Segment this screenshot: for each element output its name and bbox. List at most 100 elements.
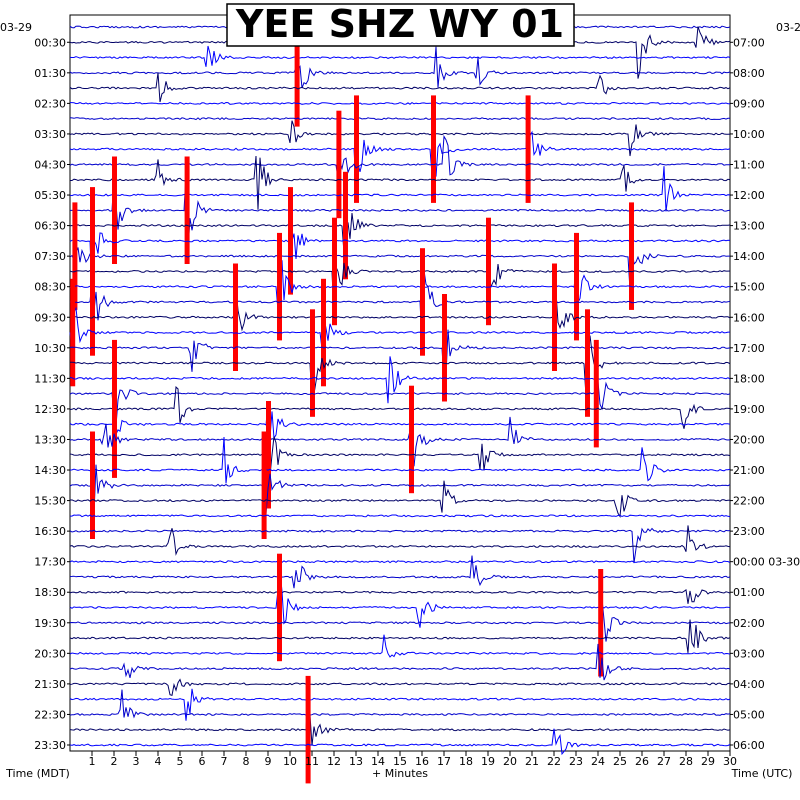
left-tick-label: 06:30: [34, 220, 66, 233]
seismic-trace: [69, 232, 731, 291]
clipped-amplitude-mark: [266, 401, 271, 509]
x-tick-label: 7: [221, 755, 228, 768]
left-tick-label: 09:30: [34, 311, 66, 324]
x-tick-label: 21: [525, 755, 539, 768]
right-tick-label: 08:00: [733, 67, 765, 80]
x-tick-label: 8: [243, 755, 250, 768]
seismic-trace: [69, 381, 731, 426]
clipped-amplitude-mark: [420, 248, 425, 356]
clipped-amplitude-mark: [525, 95, 531, 203]
x-tick-label: 9: [265, 755, 272, 768]
clipped-amplitude-mark: [277, 232, 282, 341]
seismic-trace: [69, 212, 731, 253]
x-tick-label: 30: [723, 755, 737, 768]
clipped-amplitude-mark: [598, 569, 604, 677]
right-tick-label: 22:00: [733, 495, 765, 508]
left-tick-label: 16:30: [34, 525, 66, 538]
seismic-trace: [69, 634, 731, 658]
clipped-amplitude-mark: [90, 248, 95, 356]
left-tick-label: 04:30: [34, 158, 66, 171]
y-tick-layer: 00:30 01:30 02:30 03:30 04:30 05:30 06:30 07:30…: [34, 36, 800, 752]
left-tick-label: 01:30: [34, 67, 66, 80]
clipped-amplitude-mark: [354, 95, 359, 203]
seismic-trace: [69, 262, 731, 319]
seismic-trace: [69, 134, 730, 178]
clipped-amplitude-mark: [486, 217, 491, 326]
right-tick-label: 21:00: [733, 464, 765, 477]
seismic-trace: [69, 693, 731, 746]
left-axis-label: Time (MDT): [5, 767, 70, 780]
clipped-amplitude-mark: [112, 156, 117, 264]
seismic-trace: [70, 155, 731, 210]
left-tick-label: 15:30: [34, 495, 66, 508]
seismic-trace: [69, 72, 731, 103]
clipped-amplitude-mark: [72, 202, 78, 310]
seismic-trace: [69, 464, 731, 515]
seismic-trace: [69, 525, 731, 556]
left-tick-label: 20:30: [34, 647, 66, 660]
seismic-trace: [69, 104, 731, 188]
left-tick-label: 17:30: [34, 556, 66, 569]
left-tick-label: 07:30: [34, 250, 66, 263]
right-tick-label: 18:00: [733, 372, 765, 385]
seismic-trace: [69, 527, 731, 564]
clipped-amplitude-mark: [336, 110, 342, 219]
x-tick-label: 12: [327, 755, 341, 768]
right-tick-label: 23:00: [733, 525, 765, 538]
trace-layer: [69, 19, 731, 784]
clipped-amplitude-mark: [90, 431, 95, 539]
left-tick-label: 08:30: [34, 281, 66, 294]
x-tick-label: 27: [657, 755, 671, 768]
x-tick-label: 23: [569, 755, 583, 768]
seismic-trace: [69, 555, 731, 589]
left-tick-label: 05:30: [34, 189, 66, 202]
x-tick-layer: 1 2 3 4 5 6 7 8 9 10 11 12 13 14 15 16 17 18 19 20 21 22 23 24 2…: [89, 751, 737, 768]
clipped-amplitude-mark: [585, 309, 590, 417]
clipped-amplitude-mark: [305, 675, 311, 784]
clipped-amplitude-mark: [233, 263, 238, 371]
x-tick-label: 6: [199, 755, 206, 768]
seismic-trace: [69, 46, 731, 89]
left-tick-label: 00:30: [34, 36, 66, 49]
clipped-amplitude-mark: [442, 294, 447, 402]
clipped-amplitude-mark: [431, 95, 436, 203]
right-tick-label: 10:00: [733, 128, 765, 141]
x-tick-label: 5: [177, 755, 184, 768]
seismic-trace: [69, 560, 731, 564]
chart-title: YEE SHZ WY 01: [235, 2, 564, 46]
left-tick-label: 12:30: [34, 403, 66, 416]
seismic-trace: [69, 436, 731, 476]
left-tick-label: 19:30: [34, 617, 66, 630]
seismic-trace: [70, 101, 731, 105]
right-tick-label: 05:00: [733, 708, 765, 721]
left-tick-label: 14:30: [34, 464, 66, 477]
x-tick-label: 15: [393, 755, 407, 768]
seismic-trace: [69, 335, 731, 402]
seismic-trace: [69, 166, 731, 212]
seismic-trace: [69, 589, 731, 604]
seismic-trace: [69, 329, 731, 383]
seismic-trace: [69, 45, 731, 67]
x-tick-label: 1: [89, 755, 96, 768]
right-tick-label: 09:00: [733, 97, 765, 110]
seismic-trace: [70, 174, 731, 250]
x-tick-label: 10: [283, 755, 297, 768]
right-tick-label: 07:00: [733, 36, 765, 49]
x-tick-label: 18: [459, 755, 473, 768]
title-box: [226, 3, 575, 47]
x-tick-label: 25: [613, 755, 627, 768]
right-tick-label: 20:00: [733, 433, 765, 446]
clipped-amplitude-mark: [574, 232, 579, 341]
seismic-trace: [69, 436, 731, 484]
clipped-amplitude-mark: [409, 385, 414, 494]
x-tick-label: 11: [305, 755, 319, 768]
right-tick-label: 15:00: [733, 281, 765, 294]
right-tick-label: 06:00: [733, 739, 765, 752]
left-tick-label: 18:30: [34, 586, 66, 599]
seismic-trace: [69, 306, 730, 350]
seismic-trace: [69, 599, 731, 642]
seismic-trace: [69, 689, 731, 719]
clipped-amplitude-mark: [343, 171, 348, 280]
seismic-trace: [69, 480, 730, 519]
